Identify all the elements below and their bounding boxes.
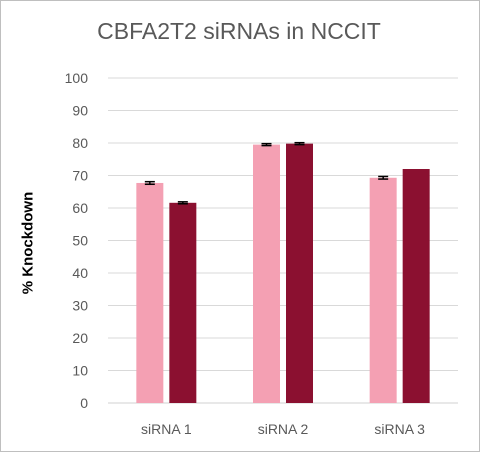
y-tick-label-70: 70 (72, 168, 88, 184)
error-bars (144, 141, 389, 205)
y-tick-label-50: 50 (72, 233, 88, 249)
bar-1-2 (169, 202, 197, 403)
y-tick-label-60: 60 (72, 200, 88, 216)
y-tick-label-10: 10 (72, 363, 88, 379)
bars (136, 143, 430, 403)
y-tick-label-0: 0 (80, 395, 88, 411)
bar-2-1 (253, 144, 280, 403)
bar-3-2 (402, 169, 430, 403)
x-tick-label-1: siRNA 1 (141, 421, 192, 437)
bar-1-1 (136, 182, 164, 403)
y-tick-label-40: 40 (72, 265, 88, 281)
y-tick-label-30: 30 (72, 298, 88, 314)
chart-title: CBFA2T2 siRNAs in NCCIT (97, 18, 381, 44)
x-tick-label-3: siRNA 3 (374, 421, 425, 437)
gridlines (108, 77, 458, 404)
y-tick-label-20: 20 (72, 330, 88, 346)
y-tick-label-80: 80 (72, 135, 88, 151)
bar-2-2 (286, 143, 313, 403)
y-tick-label-100: 100 (65, 70, 89, 86)
y-tick-labels: 0 10 20 30 40 50 60 70 80 90 100 (65, 70, 89, 411)
x-tick-labels: siRNA 1 siRNA 2 siRNA 3 (141, 421, 425, 437)
bar-3-1 (369, 177, 397, 403)
x-tick-label-2: siRNA 2 (258, 421, 309, 437)
y-tick-label-90: 90 (72, 103, 88, 119)
